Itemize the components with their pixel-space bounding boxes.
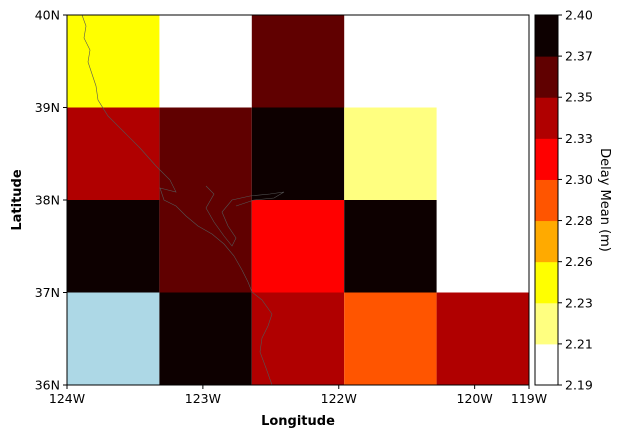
heatmap-cell xyxy=(344,107,437,200)
heatmap-cell xyxy=(67,200,160,293)
y-axis-label: Latitude xyxy=(10,169,25,231)
heatmap-cell xyxy=(159,292,252,385)
colorbar-tick-label: 2.26 xyxy=(565,254,593,269)
heatmap-cell xyxy=(159,200,252,293)
colorbar: 2.19 2.21 2.23 2.26 2.28 2.30 2.33 2.35 2.37 2.40 xyxy=(534,8,593,393)
y-axis: 36N 37N 38N 39N 40N xyxy=(35,8,67,393)
colorbar-segment xyxy=(535,220,558,263)
heatmap-cells xyxy=(67,15,529,385)
colorbar-tick-label: 2.21 xyxy=(565,336,593,351)
y-tick-label: 40N xyxy=(35,8,60,23)
y-tick-label: 39N xyxy=(35,100,60,115)
x-tick-label: 119W xyxy=(511,391,547,406)
colorbar-segment xyxy=(535,138,558,180)
heatmap-cell xyxy=(436,292,529,385)
coastline xyxy=(81,14,273,386)
heatmap-cell xyxy=(67,107,160,200)
colorbar-tick-label: 2.28 xyxy=(565,213,593,228)
heatmap-cell xyxy=(344,292,437,385)
x-tick-label: 124W xyxy=(49,391,85,406)
colorbar-tick-label: 2.23 xyxy=(565,295,593,310)
x-axis-label: Longitude xyxy=(261,414,335,429)
heatmap-cell xyxy=(67,15,160,108)
colorbar-tick-label: 2.35 xyxy=(565,90,593,105)
colorbar-frame xyxy=(534,14,559,386)
heatmap-cell xyxy=(159,107,252,200)
x-tick-label: 120W xyxy=(457,391,493,406)
heatmap-cell xyxy=(67,292,160,385)
colorbar-tick-label: 2.40 xyxy=(565,8,593,23)
colorbar-segment xyxy=(535,97,558,139)
colorbar-tick-label: 2.30 xyxy=(565,172,593,187)
colorbar-tick-label: 2.37 xyxy=(565,49,593,64)
y-tick-label: 38N xyxy=(35,193,60,208)
colorbar-label: Delay Mean (m) xyxy=(597,148,612,252)
colorbar-tick-label: 2.19 xyxy=(565,378,593,393)
heatmap-cell xyxy=(251,107,345,200)
y-tick-label: 37N xyxy=(35,285,60,300)
heatmap-cell xyxy=(251,200,345,293)
colorbar-segment xyxy=(535,15,558,57)
colorbar-segment xyxy=(535,179,558,222)
x-axis: 124W 123W 122W 120W 119W xyxy=(49,385,547,406)
colorbar-segment xyxy=(535,56,558,98)
heatmap-cell xyxy=(251,15,345,108)
heatmap-cell xyxy=(251,292,345,385)
colorbar-tick-label: 2.33 xyxy=(565,131,593,146)
colorbar-segment xyxy=(535,302,558,345)
x-tick-label: 123W xyxy=(185,391,221,406)
x-tick-label: 122W xyxy=(321,391,357,406)
heatmap-cell xyxy=(344,200,437,293)
bay-outline xyxy=(205,185,285,247)
colorbar-segment xyxy=(535,343,558,386)
colorbar-segment xyxy=(535,261,558,304)
y-tick-label: 36N xyxy=(35,378,60,393)
